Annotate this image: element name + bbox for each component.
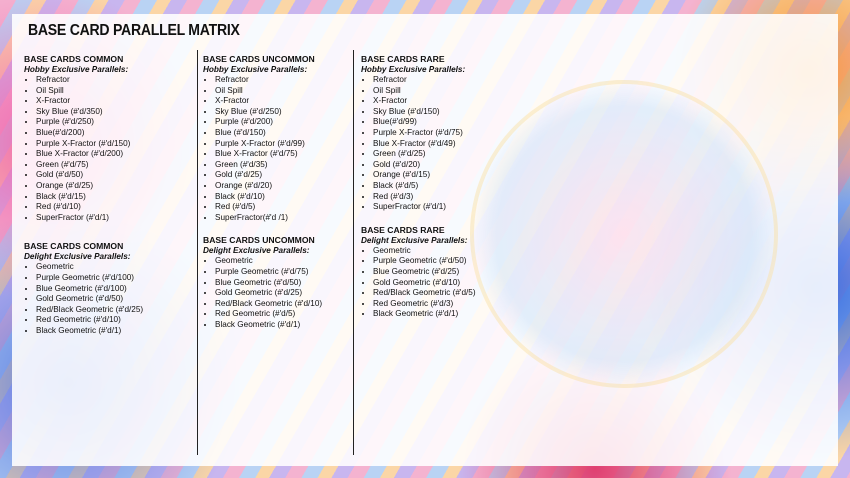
separator bbox=[197, 50, 198, 455]
section-heading: BASE CARDS RARE bbox=[361, 54, 445, 64]
section: BASE CARDS UNCOMMON Delight Exclusive Par… bbox=[203, 235, 368, 330]
item-list: GeometricPurple Geometric (#'d/75)Blue G… bbox=[203, 256, 368, 330]
list-item: SuperFractor (#'d/1) bbox=[36, 213, 189, 224]
section-subheading: Delight Exclusive Parallels: bbox=[24, 252, 131, 262]
list-item: Green (#'d/25) bbox=[373, 149, 526, 160]
separator bbox=[353, 50, 354, 455]
list-item: Green (#'d/75) bbox=[36, 160, 189, 171]
list-item: Refractor bbox=[36, 75, 189, 86]
list-item: Oil Spill bbox=[215, 86, 368, 97]
list-item: Geometric bbox=[215, 256, 368, 267]
list-item: Refractor bbox=[215, 75, 368, 86]
list-item: Oil Spill bbox=[373, 86, 526, 97]
list-item: Gold Geometric (#'d/50) bbox=[36, 294, 189, 305]
list-item: Purple X-Fractor (#'d/99) bbox=[215, 139, 368, 150]
list-item: Red Geometric (#'d/3) bbox=[373, 299, 526, 310]
list-item: SuperFractor(#'d /1) bbox=[215, 213, 368, 224]
list-item: Black (#'d/15) bbox=[36, 192, 189, 203]
section-heading: BASE CARDS RARE bbox=[361, 224, 445, 235]
section-subheading: Hobby Exclusive Parallels: bbox=[24, 65, 129, 74]
list-item: Blue X-Fractor (#'d/49) bbox=[373, 139, 526, 150]
list-item: Oil Spill bbox=[36, 86, 189, 97]
list-item: X-Fractor bbox=[215, 96, 368, 107]
list-item: Sky Blue (#'d/150) bbox=[373, 107, 526, 118]
section-subheading: Delight Exclusive Parallels: bbox=[361, 235, 468, 245]
section-subheading: Delight Exclusive Parallels: bbox=[203, 246, 310, 256]
list-item: Green (#'d/35) bbox=[215, 160, 368, 171]
list-item: Black Geometric (#'d/1) bbox=[36, 326, 189, 337]
list-item: Gold (#'d/50) bbox=[36, 170, 189, 181]
section-heading: BASE CARDS UNCOMMON bbox=[203, 54, 315, 64]
list-item: SuperFractor (#'d/1) bbox=[373, 202, 526, 213]
list-item: Black Geometric (#'d/1) bbox=[215, 320, 368, 331]
list-item: Red (#'d/10) bbox=[36, 202, 189, 213]
list-item: Sky Blue (#'d/250) bbox=[215, 107, 368, 118]
list-item: Orange (#'d/15) bbox=[373, 170, 526, 181]
list-item: Black Geometric (#'d/1) bbox=[373, 309, 526, 320]
list-item: Gold Geometric (#'d/10) bbox=[373, 278, 526, 289]
list-item: Blue X-Fractor (#'d/200) bbox=[36, 149, 189, 160]
list-item: Blue X-Fractor (#'d/75) bbox=[215, 149, 368, 160]
list-item: Geometric bbox=[373, 246, 526, 257]
list-item: Red Geometric (#'d/10) bbox=[36, 315, 189, 326]
list-item: Purple X-Fractor (#'d/150) bbox=[36, 139, 189, 150]
section-subheading: Hobby Exclusive Parallels: bbox=[361, 65, 466, 74]
list-item: Gold Geometric (#'d/25) bbox=[215, 288, 368, 299]
list-item: Purple X-Fractor (#'d/75) bbox=[373, 128, 526, 139]
list-item: Orange (#'d/25) bbox=[36, 181, 189, 192]
column: BASE CARDS RARE Hobby Exclusive Parallels… bbox=[361, 54, 526, 320]
list-item: Sky Blue (#'d/350) bbox=[36, 107, 189, 118]
list-item: Red/Black Geometric (#'d/25) bbox=[36, 305, 189, 316]
title: BASE CARD PARALLEL MATRIX bbox=[28, 22, 240, 39]
decoration bbox=[470, 80, 778, 388]
section-heading: BASE CARDS UNCOMMON bbox=[203, 235, 315, 246]
list-item: Black (#'d/10) bbox=[215, 192, 368, 203]
section: BASE CARDS RARE Hobby Exclusive Parallels… bbox=[361, 54, 526, 213]
list-item: Gold (#'d/25) bbox=[215, 170, 368, 181]
item-list: RefractorOil SpillX-FractorSky Blue (#'d… bbox=[361, 75, 526, 213]
list-item: Purple (#'d/250) bbox=[36, 117, 189, 128]
section: BASE CARDS COMMON Delight Exclusive Paral… bbox=[24, 241, 189, 336]
list-item: Purple Geometric (#'d/50) bbox=[373, 256, 526, 267]
list-item: Blue(#'d/99) bbox=[373, 117, 526, 128]
list-item: Orange (#'d/20) bbox=[215, 181, 368, 192]
list-item: Blue Geometric (#'d/100) bbox=[36, 284, 189, 295]
item-list: GeometricPurple Geometric (#'d/100)Blue … bbox=[24, 262, 189, 336]
item-list: RefractorOil SpillX-FractorSky Blue (#'d… bbox=[24, 75, 189, 223]
list-item: Blue Geometric (#'d/25) bbox=[373, 267, 526, 278]
list-item: Blue(#'d/200) bbox=[36, 128, 189, 139]
section: BASE CARDS COMMON Hobby Exclusive Paralle… bbox=[24, 54, 189, 223]
list-item: Purple Geometric (#'d/75) bbox=[215, 267, 368, 278]
list-item: Blue Geometric (#'d/50) bbox=[215, 278, 368, 289]
list-item: Purple (#'d/200) bbox=[215, 117, 368, 128]
list-item: X-Fractor bbox=[36, 96, 189, 107]
list-item: Red/Black Geometric (#'d/10) bbox=[215, 299, 368, 310]
item-list: RefractorOil SpillX-FractorSky Blue (#'d… bbox=[203, 75, 368, 223]
column: BASE CARDS COMMON Hobby Exclusive Paralle… bbox=[24, 54, 189, 336]
list-item: Purple Geometric (#'d/100) bbox=[36, 273, 189, 284]
section-subheading: Hobby Exclusive Parallels: bbox=[203, 65, 308, 74]
section-heading: BASE CARDS COMMON bbox=[24, 54, 124, 64]
list-item: Red (#'d/5) bbox=[215, 202, 368, 213]
item-list: GeometricPurple Geometric (#'d/50)Blue G… bbox=[361, 246, 526, 320]
column: BASE CARDS UNCOMMON Hobby Exclusive Paral… bbox=[203, 54, 368, 330]
list-item: Red Geometric (#'d/5) bbox=[215, 309, 368, 320]
list-item: Geometric bbox=[36, 262, 189, 273]
list-item: Black (#'d/5) bbox=[373, 181, 526, 192]
section: BASE CARDS RARE Delight Exclusive Paralle… bbox=[361, 225, 526, 320]
list-item: Refractor bbox=[373, 75, 526, 86]
list-item: X-Fractor bbox=[373, 96, 526, 107]
list-item: Blue (#'d/150) bbox=[215, 128, 368, 139]
section-heading: BASE CARDS COMMON bbox=[24, 241, 124, 252]
section: BASE CARDS UNCOMMON Hobby Exclusive Paral… bbox=[203, 54, 368, 223]
list-item: Red/Black Geometric (#'d/5) bbox=[373, 288, 526, 299]
list-item: Red (#'d/3) bbox=[373, 192, 526, 203]
list-item: Gold (#'d/20) bbox=[373, 160, 526, 171]
